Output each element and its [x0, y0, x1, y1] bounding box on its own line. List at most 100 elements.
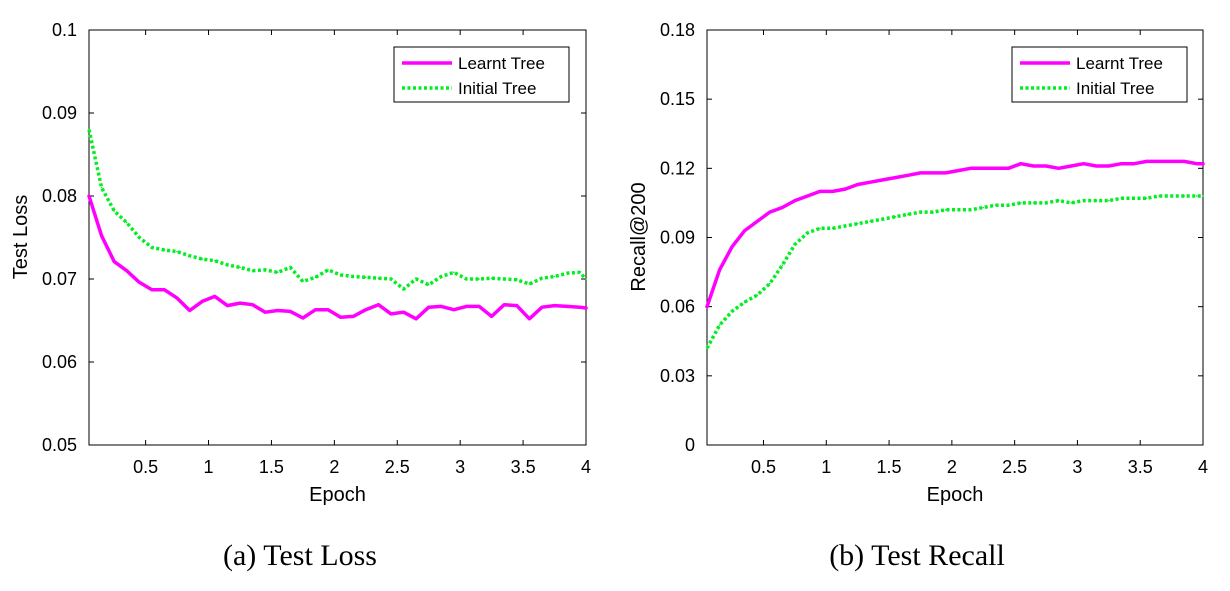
data-point: [1007, 167, 1010, 170]
data-point: [151, 288, 153, 291]
data-point: [541, 277, 543, 279]
data-point: [1082, 162, 1085, 165]
data-point: [365, 276, 367, 279]
data-point: [163, 249, 166, 251]
data-point: [465, 278, 468, 280]
data-point: [731, 310, 733, 313]
data-point: [138, 281, 141, 284]
data-point: [1183, 160, 1185, 163]
data-point: [907, 213, 909, 216]
data-point: [1007, 204, 1010, 207]
x-axis-label: Epoch: [927, 484, 984, 506]
data-point: [113, 210, 115, 212]
data-point: [1095, 165, 1098, 167]
data-point: [528, 283, 531, 285]
x-tick-label: 4: [1198, 457, 1208, 477]
legend-box: [393, 46, 570, 103]
data-point: [1158, 195, 1160, 197]
y-axis-label: Recall@200: [628, 182, 650, 291]
data-point: [706, 347, 708, 349]
data-point: [251, 303, 254, 306]
data-point: [239, 266, 241, 269]
legend-box: [1011, 46, 1188, 103]
y-tick-label: 0.1: [52, 20, 77, 40]
data-point: [239, 302, 241, 304]
x-axis-label: Epoch: [309, 484, 366, 506]
y-tick-label: 0.09: [660, 228, 695, 248]
y-tick-label: 0.06: [660, 297, 695, 317]
data-point: [1170, 160, 1173, 163]
data-point: [553, 275, 556, 278]
data-point: [894, 215, 897, 218]
data-point: [490, 315, 493, 318]
data-point: [125, 269, 128, 272]
data-point: [1032, 165, 1035, 167]
data-point: [881, 179, 884, 181]
data-point: [957, 209, 959, 211]
data-point: [515, 279, 518, 281]
data-point: [201, 258, 204, 260]
data-point: [844, 225, 846, 227]
data-point: [957, 169, 959, 172]
data-point: [1195, 162, 1198, 165]
x-tick-label: 3.5: [1128, 457, 1153, 477]
data-point: [1045, 202, 1047, 204]
data-point: [377, 303, 380, 306]
data-point: [515, 304, 518, 307]
data-point: [289, 266, 292, 269]
data-point: [881, 218, 884, 220]
y-axis-label: Test Loss: [10, 195, 32, 279]
data-point: [214, 295, 216, 298]
data-point: [251, 269, 254, 272]
data-point: [1057, 199, 1060, 202]
data-point: [919, 211, 922, 213]
data-point: [781, 206, 784, 209]
legend-label: Learnt Tree: [1076, 54, 1163, 73]
data-point: [1120, 197, 1123, 200]
x-tick-label: 2.5: [385, 457, 410, 477]
data-point: [856, 183, 859, 186]
plot-frame: [88, 29, 587, 446]
data-point: [982, 206, 985, 209]
data-point: [1133, 197, 1135, 200]
data-point: [490, 277, 493, 279]
y-tick-label: 0.15: [660, 89, 695, 109]
data-point: [541, 306, 543, 309]
x-tick-label: 0.5: [751, 457, 776, 477]
data-point: [327, 269, 329, 271]
data-point: [453, 271, 455, 274]
data-point: [289, 310, 292, 313]
data-point: [731, 245, 733, 248]
data-point: [188, 254, 191, 257]
data-point: [528, 318, 531, 320]
data-point: [226, 264, 229, 266]
data-point: [578, 306, 581, 309]
data-point: [995, 204, 997, 207]
y-tick-label: 0.12: [660, 158, 695, 178]
data-point: [100, 235, 103, 237]
data-point: [756, 294, 759, 296]
data-point: [1020, 162, 1022, 165]
data-point: [1108, 165, 1110, 167]
data-point: [302, 317, 304, 319]
data-point: [794, 243, 796, 246]
data-point: [995, 167, 997, 170]
data-point: [553, 304, 556, 307]
data-point: [831, 190, 834, 193]
legend-label: Learnt Tree: [458, 54, 545, 73]
x-tick-label: 1: [204, 457, 214, 477]
legend-label: Initial Tree: [1076, 79, 1154, 98]
data-point: [226, 304, 229, 307]
x-tick-label: 1: [821, 457, 831, 477]
data-point: [1057, 167, 1060, 170]
data-point: [1108, 199, 1110, 202]
data-point: [566, 272, 568, 274]
data-point: [415, 318, 417, 320]
data-point: [1145, 197, 1148, 200]
data-point: [806, 195, 809, 197]
data-point: [125, 221, 128, 224]
data-point: [1145, 160, 1148, 163]
data-point: [1082, 199, 1085, 202]
figure-caption: (b) Test Recall: [829, 539, 1005, 572]
data-point: [352, 275, 355, 278]
